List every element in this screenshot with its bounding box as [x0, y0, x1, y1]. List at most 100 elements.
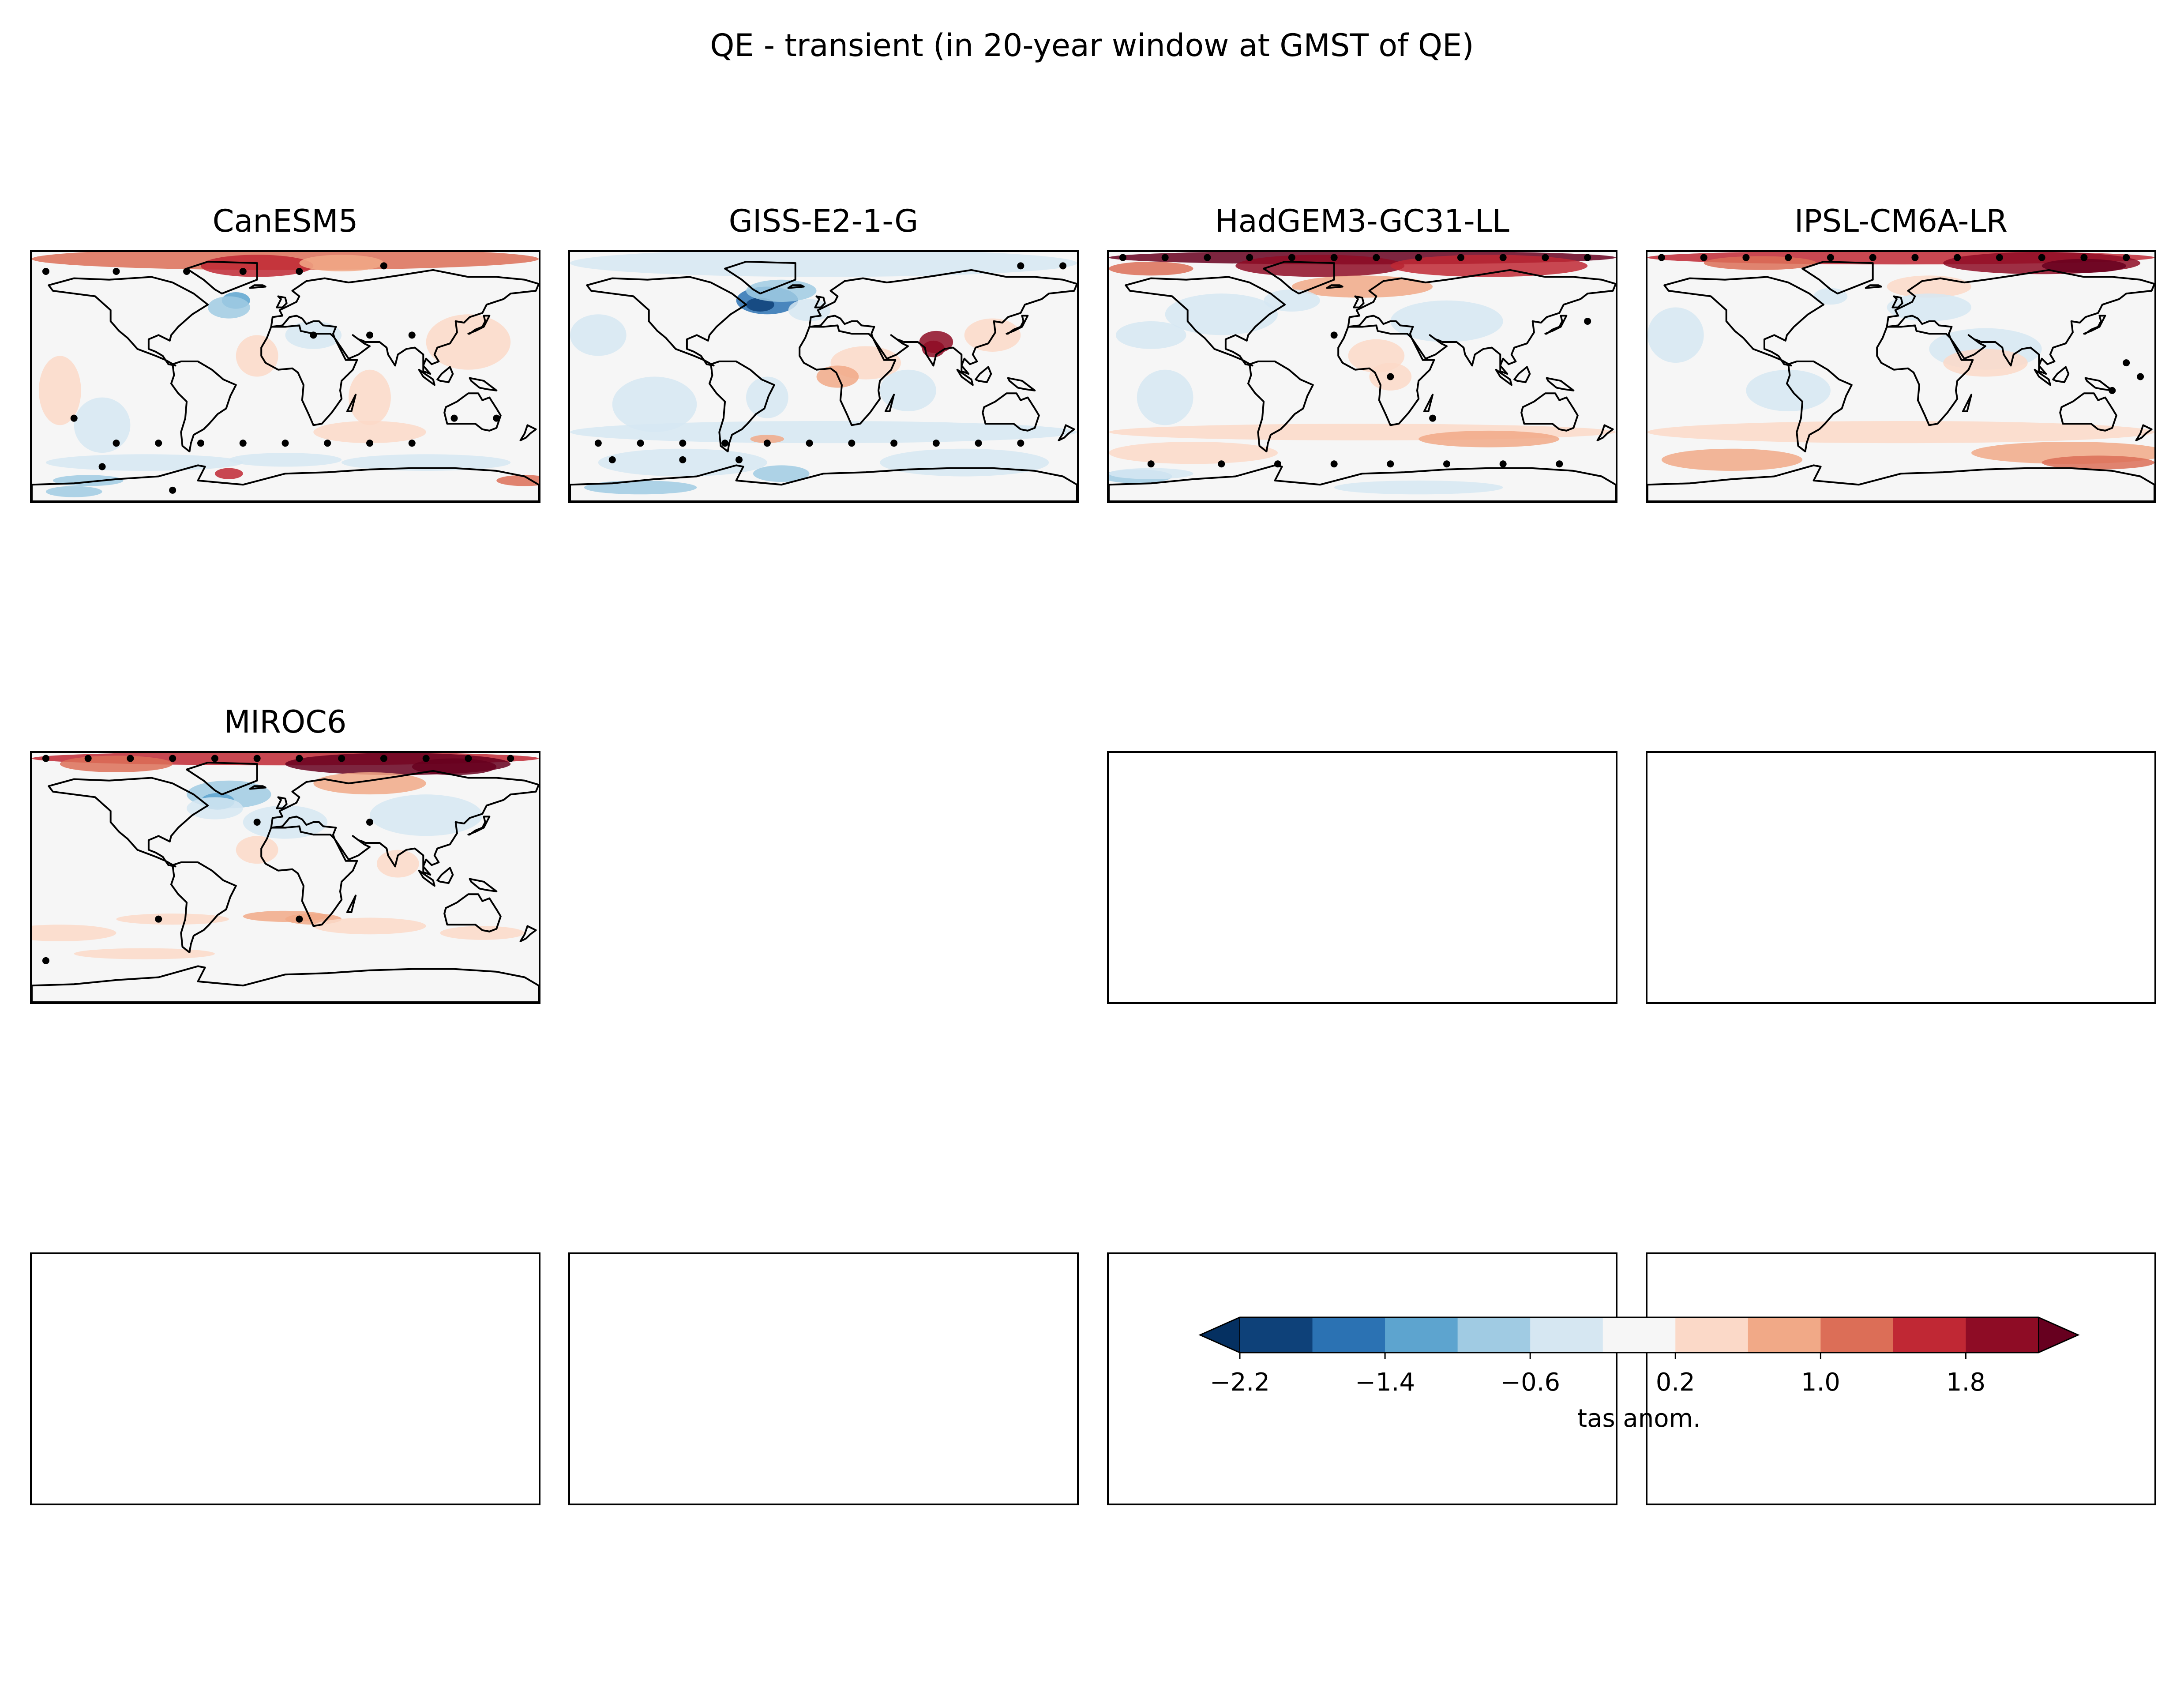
anomaly-layer	[32, 753, 539, 959]
coastline	[2052, 366, 2070, 383]
coastline	[519, 925, 537, 942]
significance-dot	[2109, 387, 2116, 394]
significance-dot	[380, 755, 387, 762]
anomaly-region	[1418, 430, 1560, 447]
coastline	[1109, 464, 1616, 501]
anomaly-region	[236, 836, 278, 864]
significance-dot	[310, 331, 317, 339]
significance-dot	[1499, 460, 1507, 468]
coastline	[1513, 366, 1531, 383]
significance-dot	[679, 456, 687, 463]
anomaly-region	[45, 454, 243, 471]
colorbar-tick-label: 0.2	[1655, 1368, 1695, 1397]
anomaly-region	[1647, 307, 1704, 363]
coastline	[32, 464, 539, 501]
anomaly-region	[207, 296, 250, 319]
anomaly-region	[570, 314, 627, 356]
empty-panel	[1646, 751, 2156, 1004]
significance-dot	[380, 262, 387, 270]
coastline	[2059, 392, 2117, 432]
panel-title-miroc6: MIROC6	[224, 704, 347, 740]
map-panel-canesm5	[30, 250, 540, 503]
coastline	[799, 324, 897, 426]
significance-dot	[679, 440, 687, 447]
coastline	[249, 785, 266, 790]
coastline	[570, 464, 1077, 501]
coastline	[346, 394, 357, 412]
significance-dot	[763, 440, 771, 447]
significance-dot	[422, 755, 430, 762]
coastline	[982, 392, 1040, 432]
coastline	[709, 361, 775, 452]
significance-dot	[1429, 414, 1437, 422]
significance-dot	[127, 755, 134, 762]
significance-dot	[806, 440, 813, 447]
anomaly-region	[313, 772, 426, 795]
significance-dot	[1204, 254, 1211, 261]
stippling	[1119, 254, 1591, 468]
coastline	[32, 965, 539, 1002]
significance-dot	[155, 915, 162, 923]
coastline	[469, 377, 498, 391]
anomaly-region	[313, 421, 426, 444]
significance-dot	[1700, 254, 1707, 261]
anomaly-region	[880, 369, 936, 411]
empty-panel	[1646, 1252, 2156, 1505]
map-1	[570, 252, 1077, 501]
anomaly-region	[746, 297, 774, 312]
significance-dot	[42, 755, 49, 762]
significance-dot	[1869, 254, 1876, 261]
coastlines	[1109, 261, 1616, 501]
coastline	[814, 295, 826, 308]
coastline	[1495, 368, 1512, 386]
coastline	[48, 777, 209, 868]
anomaly-region	[426, 314, 511, 370]
significance-dot	[507, 755, 514, 762]
figure-suptitle: QE - transient (in 20-year window at GMS…	[710, 27, 1474, 64]
significance-dot	[408, 440, 416, 447]
significance-dot	[296, 267, 303, 275]
anomaly-region	[1661, 448, 1803, 471]
coastline	[270, 269, 539, 375]
coastline	[1007, 377, 1036, 391]
colorbar-under-extension	[1199, 1316, 1240, 1353]
coastline	[1544, 315, 1568, 335]
anomaly-region	[1334, 480, 1503, 495]
stippling	[594, 262, 1067, 463]
coastline	[1423, 394, 1434, 412]
anomaly-layer	[32, 252, 539, 497]
colorbar-tick-label: 1.0	[1801, 1368, 1840, 1397]
anomaly-region	[1887, 293, 1972, 321]
anomaly-region	[1813, 288, 1848, 305]
significance-dot	[1742, 254, 1750, 261]
significance-dot	[637, 440, 644, 447]
anomaly-region	[313, 917, 426, 935]
colorbar-tick-label: −1.4	[1355, 1368, 1415, 1397]
significance-dot	[932, 440, 940, 447]
anomaly-region	[2041, 455, 2154, 470]
significance-dot	[1658, 254, 1665, 261]
significance-dot	[408, 331, 416, 339]
significance-dot	[1785, 254, 1792, 261]
coastline	[443, 893, 502, 932]
colorbar-over-extension	[2038, 1316, 2079, 1353]
coastline	[2084, 377, 2113, 391]
coastline	[1337, 324, 1435, 426]
anomaly-region	[187, 797, 243, 820]
map-0	[32, 252, 539, 501]
colorbar-segment	[1457, 1317, 1531, 1353]
significance-dot	[281, 440, 289, 447]
significance-dot	[1373, 254, 1380, 261]
significance-dot	[1017, 440, 1024, 447]
colorbar-label: tas anom.	[1577, 1404, 1701, 1433]
anomaly-region	[1137, 369, 1193, 425]
significance-dot	[113, 267, 120, 275]
significance-dot	[975, 440, 982, 447]
colorbar-segment	[1966, 1317, 2039, 1353]
coastline	[975, 366, 992, 383]
coastline	[1663, 276, 1824, 367]
colorbar-segment	[1530, 1317, 1603, 1353]
significance-dot	[1954, 254, 1961, 261]
significance-dot	[42, 267, 49, 275]
significance-dot	[1218, 460, 1225, 468]
